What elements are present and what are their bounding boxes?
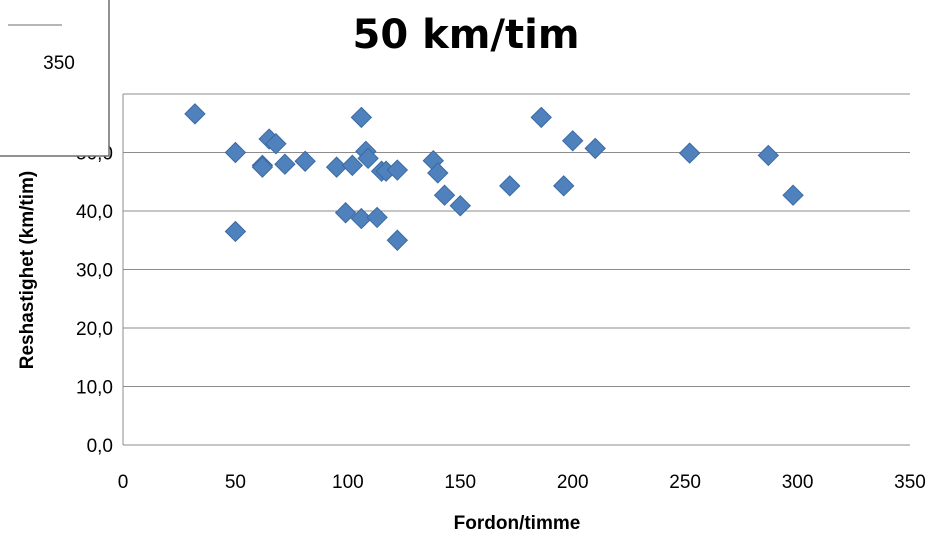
data-point [562, 130, 584, 152]
data-point [350, 106, 373, 129]
x-tick-label: 200 [557, 472, 589, 493]
x-tick-label: 100 [332, 472, 364, 493]
gridlines [123, 93, 910, 387]
x-tick-label: 250 [669, 472, 701, 493]
data-point [251, 156, 274, 178]
popup-value: 350 [43, 53, 75, 74]
x-tick-label: 300 [782, 472, 814, 493]
popup-panel [0, 0, 110, 157]
data-point [530, 106, 552, 129]
data-point [386, 159, 409, 181]
data-point [357, 147, 379, 170]
data-point [499, 175, 521, 197]
y-tick-labels: 0,010,020,030,040,050,0 [76, 144, 113, 458]
data-point [757, 144, 780, 167]
data-point [224, 220, 247, 243]
data-point [366, 206, 388, 229]
x-tick-label: 150 [444, 472, 476, 493]
x-tick-label: 350 [894, 472, 926, 493]
data-point [427, 162, 449, 184]
data-point [334, 202, 357, 224]
y-tick-label: 0,0 [87, 436, 113, 457]
y-tick-label: 20,0 [76, 319, 113, 340]
y-axis-title: Reshastighet (km/tim) [17, 171, 38, 369]
data-point [274, 153, 296, 175]
axes [122, 94, 910, 446]
y-tick-label: 40,0 [76, 202, 113, 223]
data-point [433, 184, 456, 206]
data-point [341, 154, 364, 177]
data-point [449, 195, 471, 217]
x-axis-title: Fordon/timme [454, 513, 581, 534]
data-point [678, 142, 701, 164]
chart-title: 50 km/tim [353, 12, 580, 58]
data-point [224, 141, 247, 164]
data-point [350, 207, 373, 230]
data-point [553, 175, 575, 197]
x-tick-label: 50 [225, 472, 246, 493]
data-point [386, 229, 409, 251]
data-point [782, 184, 804, 206]
data-point [184, 103, 206, 125]
overlay-popup[interactable]: 350 [0, 0, 110, 157]
data-point [584, 137, 606, 160]
data-point [265, 133, 287, 155]
data-point [294, 150, 316, 172]
x-tick-labels: 0 50 100 150 200 250 300 350 [118, 472, 926, 493]
y-tick-label: 10,0 [76, 378, 113, 399]
data-points [184, 103, 804, 251]
y-tick-label: 30,0 [76, 261, 113, 282]
x-tick-label: 0 [118, 472, 129, 493]
